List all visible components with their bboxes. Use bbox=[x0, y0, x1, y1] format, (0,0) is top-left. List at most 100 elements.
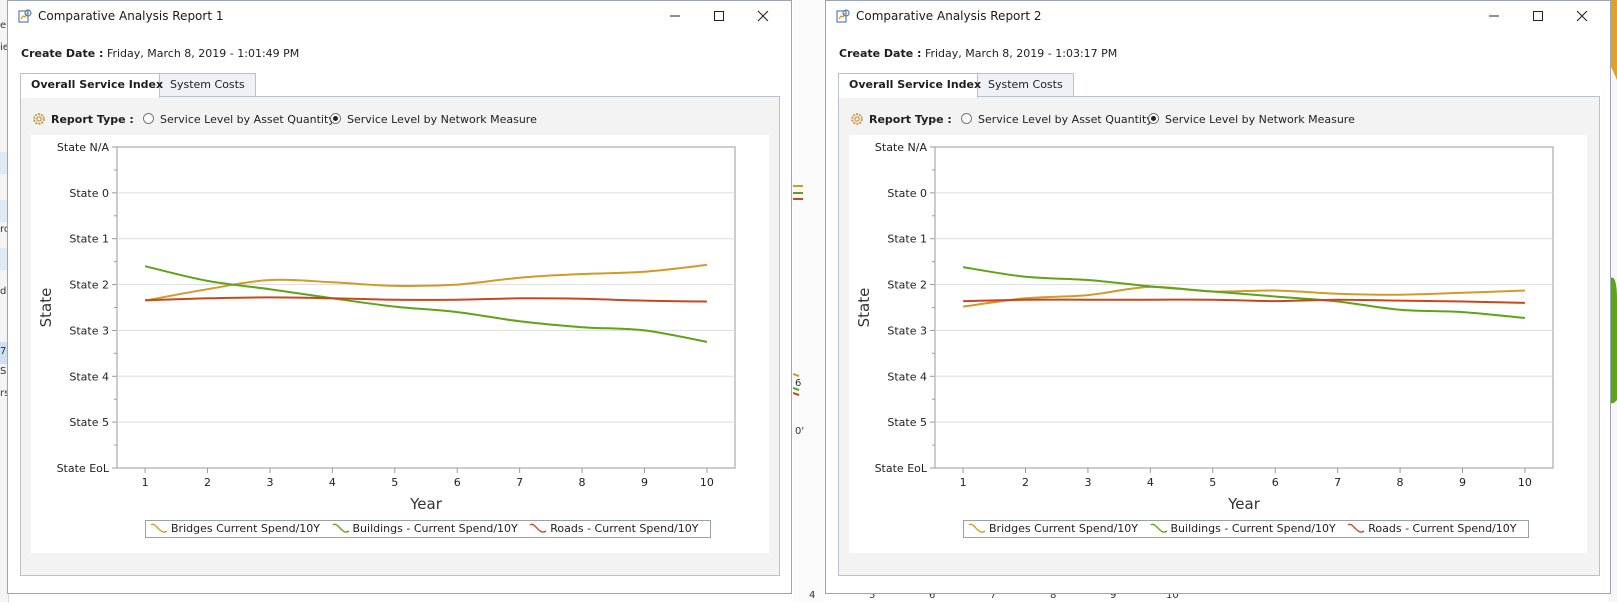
x-tick-label: 7 bbox=[516, 476, 523, 489]
create-date-label: Create Date : bbox=[839, 47, 922, 60]
legend-line-icon bbox=[150, 523, 168, 533]
series-line-3 bbox=[963, 298, 1525, 304]
x-axis-label: Year bbox=[409, 495, 443, 513]
title-bar[interactable]: Comparative Analysis Report 2 bbox=[826, 1, 1610, 31]
legend-item-roads[interactable]: Roads - Current Spend/10Y bbox=[529, 521, 698, 537]
y-tick-label: State 0 bbox=[69, 187, 109, 200]
background-row-highlight bbox=[0, 248, 8, 270]
y-axis-label: State bbox=[855, 288, 873, 328]
y-tick-label: State 3 bbox=[69, 324, 109, 337]
background-text: 71 bbox=[0, 346, 13, 357]
x-tick-label: 1 bbox=[142, 476, 149, 489]
x-axis-label: Year bbox=[1227, 495, 1261, 513]
series-line-3 bbox=[145, 296, 707, 303]
chart-area: State N/A State 0 State 1 State 2 State 3 Sta… bbox=[849, 135, 1587, 553]
maximize-button[interactable] bbox=[1518, 5, 1558, 27]
legend-line-icon bbox=[332, 523, 349, 533]
close-button[interactable] bbox=[1562, 5, 1602, 27]
background-row-highlight bbox=[0, 342, 8, 364]
background-text: 6 bbox=[795, 378, 802, 389]
x-tick-label: 6 bbox=[454, 476, 461, 489]
y-tick-label: State N/A bbox=[875, 141, 928, 154]
legend-item-roads[interactable]: Roads - Current Spend/10Y bbox=[1347, 521, 1516, 537]
legend-label: Roads - Current Spend/10Y bbox=[550, 522, 699, 535]
series-line-2 bbox=[962, 266, 1525, 319]
tab-system-costs[interactable]: System Costs bbox=[977, 73, 1074, 96]
x-tick-label: 8 bbox=[579, 476, 586, 489]
radio-asset-quantity[interactable] bbox=[961, 113, 972, 124]
background-row-highlight bbox=[0, 200, 8, 222]
window-title: Comparative Analysis Report 2 bbox=[856, 9, 1042, 23]
x-tick-label: 2 bbox=[1022, 476, 1029, 489]
y-tick-label: State 1 bbox=[69, 233, 109, 246]
y-tick-label: State 0 bbox=[887, 187, 927, 200]
legend-item-buildings[interactable]: Buildings - Current Spend/10Y bbox=[1150, 521, 1336, 537]
tab-system-costs[interactable]: System Costs bbox=[159, 73, 256, 96]
tab-overall-service-index[interactable]: Overall Service Index bbox=[20, 73, 163, 98]
close-button[interactable] bbox=[743, 5, 783, 27]
legend-item-buildings[interactable]: Buildings - Current Spend/10Y bbox=[332, 521, 518, 537]
series-line-1 bbox=[962, 285, 1525, 308]
plot-frame bbox=[116, 146, 736, 469]
radio-asset-quantity-label[interactable]: Service Level by Asset Quantity bbox=[160, 113, 335, 126]
legend-label: Buildings - Current Spend/10Y bbox=[352, 522, 518, 535]
service-index-chart: State N/A State 0 State 1 State 2 State 3 Sta… bbox=[37, 141, 736, 513]
legend-label: Bridges Current Spend/10Y bbox=[171, 522, 321, 535]
background-text: rc bbox=[0, 224, 10, 235]
create-date-label: Create Date : bbox=[21, 47, 104, 60]
background-text: rs bbox=[0, 388, 10, 399]
radio-asset-quantity[interactable] bbox=[143, 113, 154, 124]
report-type-label: Report Type : bbox=[51, 113, 134, 126]
report-window-2: Comparative Analysis Report 2 Create Dat… bbox=[825, 0, 1611, 594]
y-tick-label: State 5 bbox=[887, 416, 927, 429]
x-tick-label: 9 bbox=[641, 476, 648, 489]
create-date-value: Friday, March 8, 2019 - 1:03:17 PM bbox=[924, 47, 1118, 60]
radio-network-measure[interactable] bbox=[330, 113, 341, 124]
x-tick-label: 7 bbox=[1334, 476, 1341, 489]
radio-network-measure-label[interactable]: Service Level by Network Measure bbox=[1165, 113, 1355, 126]
y-tick-label: State 3 bbox=[887, 324, 927, 337]
maximize-button[interactable] bbox=[699, 5, 739, 27]
y-tick-label: State EoL bbox=[875, 462, 928, 475]
chart-legend: Bridges Current Spend/10Y Buildings - Cu… bbox=[145, 520, 712, 538]
radio-network-measure[interactable] bbox=[1148, 113, 1159, 124]
title-bar[interactable]: Comparative Analysis Report 1 bbox=[8, 1, 791, 31]
legend-item-bridges[interactable]: Bridges Current Spend/10Y bbox=[150, 521, 320, 537]
legend-line-icon bbox=[529, 523, 547, 533]
radio-asset-quantity-label[interactable]: Service Level by Asset Quantity bbox=[978, 113, 1153, 126]
minimize-button[interactable] bbox=[655, 5, 695, 27]
gear-icon bbox=[851, 113, 863, 125]
background-text: 5 bbox=[869, 590, 876, 601]
x-tick-label: 2 bbox=[204, 476, 211, 489]
x-tick-label: 5 bbox=[1209, 476, 1216, 489]
window-title: Comparative Analysis Report 1 bbox=[38, 9, 224, 23]
create-date-row: Create Date : Friday, March 8, 2019 - 1:… bbox=[21, 47, 299, 60]
background-chart-fragment bbox=[792, 185, 803, 396]
series-line-2 bbox=[144, 265, 708, 343]
legend-label: Buildings - Current Spend/10Y bbox=[1170, 522, 1336, 535]
x-tick-label: 10 bbox=[700, 476, 714, 489]
y-tick-label: State N/A bbox=[57, 141, 110, 154]
background-text: 7 bbox=[990, 590, 997, 601]
minimize-icon bbox=[670, 15, 680, 17]
service-index-chart: State N/A State 0 State 1 State 2 State 3 Sta… bbox=[855, 141, 1554, 513]
background-text: 6 bbox=[929, 590, 936, 601]
x-tick-label: 5 bbox=[391, 476, 398, 489]
background-row-highlight bbox=[0, 152, 8, 174]
legend-line-icon bbox=[968, 523, 986, 533]
close-icon bbox=[757, 10, 769, 22]
x-tick-label: 4 bbox=[329, 476, 336, 489]
x-tick-label: 1 bbox=[960, 476, 967, 489]
x-tick-label: 3 bbox=[1084, 476, 1091, 489]
minimize-icon bbox=[1489, 15, 1499, 17]
report-window-1: Comparative Analysis Report 1 Create Dat… bbox=[7, 0, 792, 594]
create-date-value: Friday, March 8, 2019 - 1:01:49 PM bbox=[106, 47, 300, 60]
legend-item-bridges[interactable]: Bridges Current Spend/10Y bbox=[968, 521, 1138, 537]
y-tick-label: State 4 bbox=[69, 370, 109, 383]
tab-overall-service-index[interactable]: Overall Service Index bbox=[838, 73, 981, 98]
tab-panel: Report Type : Service Level by Asset Qua… bbox=[20, 96, 780, 576]
maximize-icon bbox=[714, 11, 724, 21]
radio-network-measure-label[interactable]: Service Level by Network Measure bbox=[347, 113, 537, 126]
minimize-button[interactable] bbox=[1474, 5, 1514, 27]
y-axis-label: State bbox=[37, 288, 55, 328]
